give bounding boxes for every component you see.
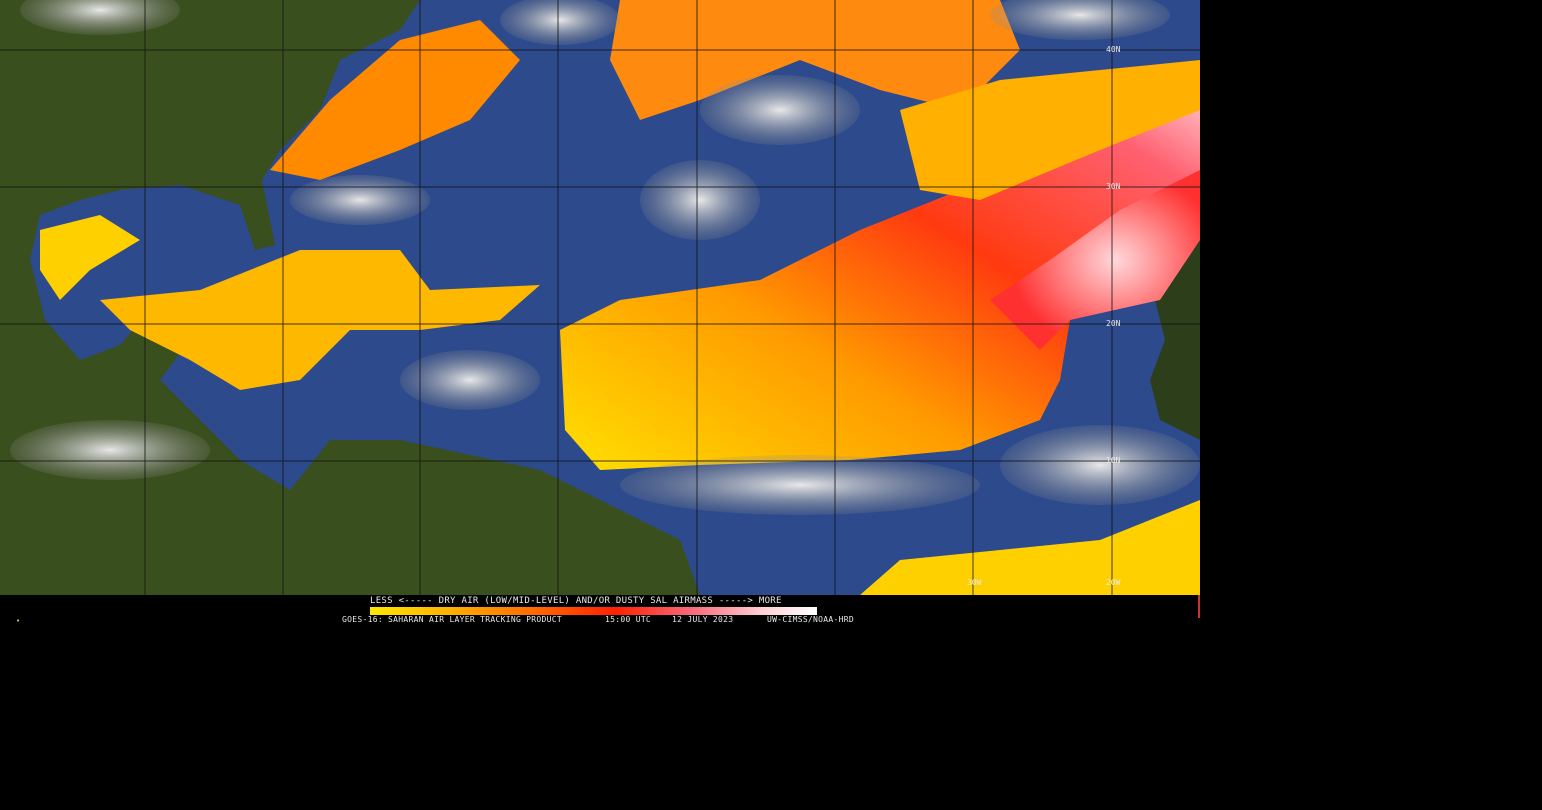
cloud (290, 175, 430, 225)
cloud (1000, 425, 1200, 505)
lat-lon-grid (0, 0, 1200, 595)
edge-mark (1198, 595, 1200, 618)
sal-caribbean (100, 250, 540, 390)
lat-label-30n: 30N (1106, 182, 1121, 191)
cloud (990, 0, 1170, 40)
product-time: 15:00 UTC (605, 615, 652, 624)
sal-northeast (900, 60, 1200, 200)
lon-label-30w: 30W (967, 578, 982, 587)
cloud (620, 455, 980, 515)
lat-label-20n: 20N (1106, 319, 1121, 328)
product-credit: UW-CIMSS/NOAA-HRD (767, 615, 854, 624)
sal-south (860, 500, 1200, 595)
lat-label-10n: 10N (1106, 456, 1121, 465)
cloud (400, 350, 540, 410)
sal-core (990, 170, 1200, 350)
sal-gulf (40, 215, 140, 300)
sal-satellite-map: 40N 30N 20N 10N 30W 20W (0, 0, 1200, 595)
cloud (10, 420, 210, 480)
product-title: GOES-16: SAHARAN AIR LAYER TRACKING PROD… (342, 615, 563, 624)
sal-north (610, 0, 1020, 120)
cloud (500, 0, 620, 45)
cloud (700, 75, 860, 145)
cloud (640, 160, 760, 240)
lon-label-20w: 20W (1106, 578, 1121, 587)
cloud (20, 0, 180, 35)
legend-color-bar (370, 607, 817, 615)
sal-us-coast (270, 20, 520, 180)
legend-scale-label: LESS <----- DRY AIR (LOW/MID-LEVEL) AND/… (370, 596, 782, 606)
lat-label-40n: 40N (1106, 45, 1121, 54)
product-date: 12 JULY 2023 (672, 615, 734, 624)
corner-marker: • (16, 617, 21, 625)
